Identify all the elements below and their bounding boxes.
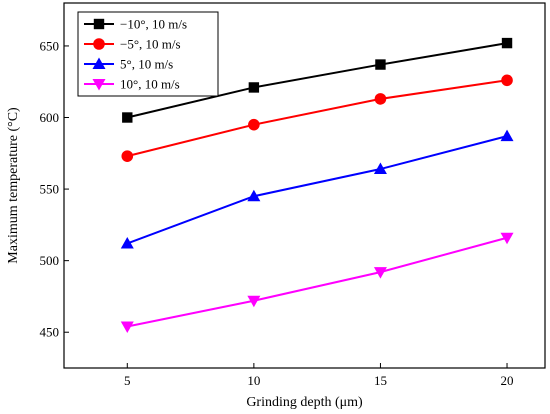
y-tick-label: 650 [40, 38, 60, 53]
legend-label: −5°, 10 m/s [120, 37, 181, 52]
x-tick-label: 15 [374, 373, 387, 388]
data-point [247, 189, 261, 202]
data-point [120, 321, 134, 333]
legend: −10°, 10 m/s −5°, 10 m/s 5°, 10 m/s 10°, 10… [77, 11, 219, 97]
series-1 [122, 37, 513, 123]
data-point [120, 236, 134, 249]
legend-marker [93, 18, 105, 30]
series-line [126, 135, 508, 245]
series-line [127, 236, 508, 328]
series-layer [120, 37, 514, 333]
legend-entry: 10°, 10 m/s [84, 77, 180, 92]
data-point [247, 295, 261, 308]
legend-label: 5°, 10 m/s [120, 57, 173, 72]
series-4 [120, 232, 514, 333]
legend-label: 10°, 10 m/s [120, 77, 180, 92]
y-tick-label: 550 [40, 182, 60, 197]
data-point [501, 37, 513, 49]
x-tick-label: 10 [247, 373, 260, 388]
legend-marker [93, 38, 105, 50]
data-point [500, 232, 514, 245]
x-axis-label: Grinding depth (μm) [246, 395, 363, 410]
data-point [373, 162, 387, 175]
y-tick-label: 500 [40, 253, 60, 268]
x-tick-label: 5 [124, 373, 131, 388]
plot-area-frame [63, 2, 546, 369]
y-tick-label: 450 [40, 325, 60, 340]
series-line [127, 42, 508, 119]
data-point [122, 112, 133, 123]
legend-entry: −5°, 10 m/s [84, 37, 181, 52]
legend-entry: 5°, 10 m/s [84, 57, 173, 72]
data-point [500, 129, 514, 142]
series-line [127, 79, 508, 158]
axis-ticks: 5 10 15 20 450 500 550 600 650 [40, 38, 514, 388]
data-point [501, 74, 513, 87]
series-2 [121, 74, 513, 162]
data-point [374, 93, 387, 105]
legend-marker [92, 57, 106, 69]
data-point [373, 267, 387, 279]
data-point [248, 82, 260, 93]
data-point [248, 118, 260, 131]
x-tick-label: 20 [501, 373, 514, 388]
legend-marker [92, 79, 106, 91]
legend-entry: −10°, 10 m/s [84, 17, 187, 32]
series-3 [120, 129, 514, 249]
data-point [375, 59, 386, 70]
data-point [121, 150, 134, 162]
y-axis-label: Maximum temperature (°C) [6, 107, 21, 264]
legend-label: −10°, 10 m/s [120, 17, 187, 32]
y-tick-label: 600 [40, 110, 60, 125]
